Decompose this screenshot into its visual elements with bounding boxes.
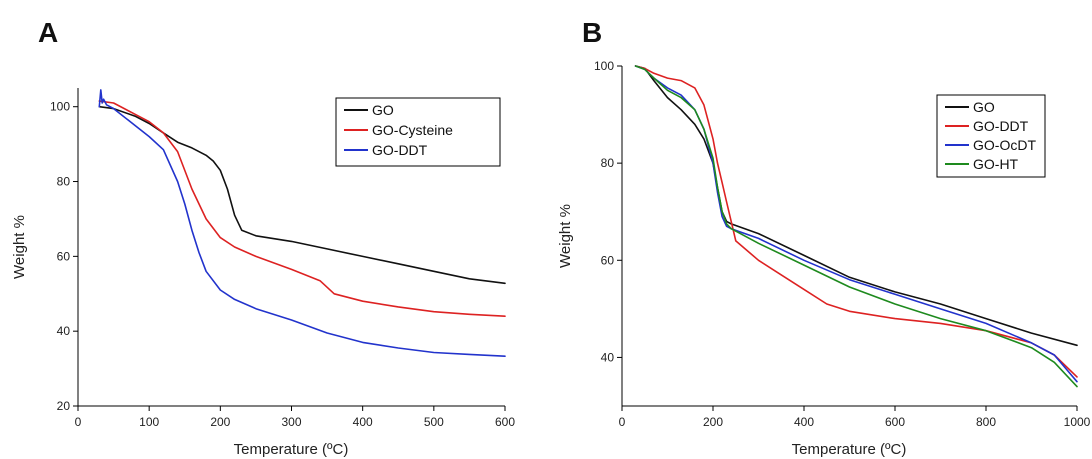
series-line-4 (634, 65, 1078, 388)
y-tick-label: 100 (50, 100, 70, 114)
legend-entry: GO (372, 102, 394, 118)
y-tick-label: 80 (601, 156, 615, 170)
panel-b: B 0 200 400 600 800 1000 40 60 80 100 Temperature (… (557, 17, 1091, 458)
y-tick-label: 60 (57, 249, 71, 263)
legend-entry: GO-DDT (372, 142, 428, 158)
series-line-2 (98, 100, 506, 318)
legend-entry: GO-Cysteine (372, 122, 453, 138)
y-axis-title: Weight % (557, 204, 574, 268)
series-line-2 (634, 65, 1078, 378)
x-axis-title: Temperature (ºC) (792, 441, 907, 458)
x-tick-label: 200 (703, 415, 723, 429)
legend-entry: GO (973, 99, 995, 115)
x-tick-label: 800 (976, 415, 996, 429)
x-tick-label: 200 (210, 415, 230, 429)
series-line-3 (98, 89, 506, 358)
x-tick-label: 0 (619, 415, 626, 429)
x-tick-label: 600 (885, 415, 905, 429)
y-tick-label: 20 (57, 399, 71, 413)
y-tick-label: 40 (601, 350, 615, 364)
y-axis-title: Weight % (11, 215, 28, 279)
x-tick-label: 500 (424, 415, 444, 429)
panel-a: A 0 100 200 300 400 500 600 20 40 60 80 100 Temperatu… (11, 17, 515, 458)
x-tick-label: 400 (794, 415, 814, 429)
panel-letter: A (38, 17, 58, 48)
x-tick-label: 100 (139, 415, 159, 429)
x-tick-label: 0 (75, 415, 82, 429)
x-tick-label: 1000 (1064, 415, 1091, 429)
x-tick-label: 400 (353, 415, 373, 429)
legend-entry: GO-OcDT (973, 137, 1036, 153)
legend-entry: GO-DDT (973, 118, 1029, 134)
x-tick-label: 600 (495, 415, 515, 429)
series-line-3 (634, 65, 1078, 383)
y-tick-label: 80 (57, 175, 71, 189)
x-axis-title: Temperature (ºC) (234, 441, 349, 458)
series-line-1 (98, 105, 506, 285)
y-tick-label: 40 (57, 324, 71, 338)
y-tick-label: 60 (601, 253, 615, 267)
panel-letter: B (582, 17, 602, 48)
legend-entry: GO-HT (973, 156, 1019, 172)
x-tick-label: 300 (281, 415, 301, 429)
y-tick-label: 100 (594, 59, 614, 73)
